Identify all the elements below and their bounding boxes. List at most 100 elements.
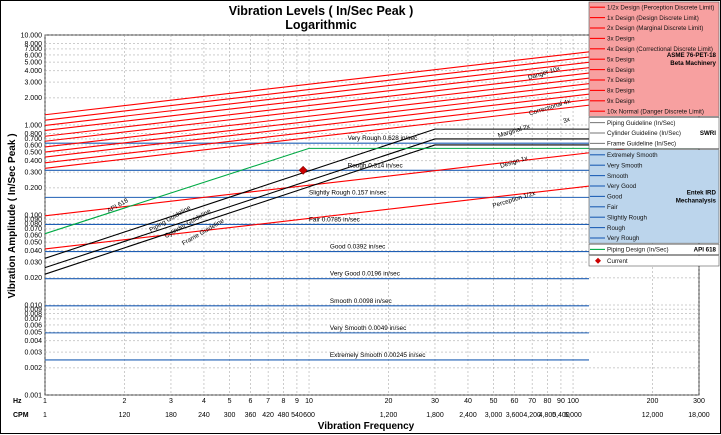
legend-item: Cylinder Guideline (In/Sec) bbox=[607, 130, 681, 137]
y-tick-label: 0.030 bbox=[24, 259, 42, 266]
x-tick-label-hz: 30 bbox=[431, 398, 439, 405]
y-tick-label: 5.000 bbox=[24, 59, 42, 66]
entek-level-label: Fair 0.0785 in/sec bbox=[309, 216, 361, 223]
y-tick-label: 0.200 bbox=[24, 185, 42, 192]
legend-item: 3x Design bbox=[607, 36, 635, 43]
legend-item: Very Good bbox=[607, 183, 637, 190]
entek-level-label: Good 0.0392 in/sec bbox=[330, 244, 386, 251]
y-tick-label: 0.060 bbox=[24, 232, 42, 239]
x-tick-label-cpm: 4,800 bbox=[539, 412, 557, 419]
x-axis-label: Vibration Frequency bbox=[318, 421, 415, 432]
x-tick-label-cpm: 600 bbox=[303, 412, 315, 419]
y-tick-label: 0.500 bbox=[24, 149, 42, 156]
y-tick-label: 0.090 bbox=[24, 216, 42, 223]
legend-item: Current bbox=[607, 258, 628, 265]
y-axis-label: Vibration Amplitude ( In/Sec Peak ) bbox=[7, 133, 18, 298]
x-tick-label-cpm: 240 bbox=[198, 412, 210, 419]
entek-level-label: Very Good 0.0196 in/sec bbox=[330, 271, 401, 278]
x-tick-label-hz: 9 bbox=[295, 398, 299, 405]
x-tick-label-hz: 5 bbox=[228, 398, 232, 405]
x-tick-label-hz: 90 bbox=[557, 398, 565, 405]
x-tick-label-hz: 1 bbox=[43, 398, 47, 405]
x-tick-label-cpm: 120 bbox=[119, 412, 131, 419]
legend-item: 10x Normal (Danger Discrete Limit) bbox=[607, 108, 704, 115]
x-tick-label-hz: 3 bbox=[169, 398, 173, 405]
entek-lines bbox=[45, 142, 589, 361]
y-tick-label: 0.080 bbox=[24, 221, 42, 228]
y-tick-label: 0.006 bbox=[24, 322, 42, 329]
entek-level-label: Very Smooth 0.0049 in/sec bbox=[330, 325, 407, 332]
x-tick-label-hz: 7 bbox=[266, 398, 270, 405]
api618-line bbox=[44, 147, 699, 235]
x-tick-label-hz: 100 bbox=[567, 398, 579, 405]
cpm-row-label: CPM bbox=[13, 412, 29, 419]
x-tick-label-cpm: 540 bbox=[291, 412, 303, 419]
x-tick-label-cpm: 360 bbox=[245, 412, 257, 419]
legend-item: 9x Design bbox=[607, 98, 635, 105]
y-tick-label: 7.000 bbox=[24, 46, 42, 53]
legend-group-title: ASME 76-PET-18 bbox=[667, 52, 717, 59]
x-tick-label-hz: 10 bbox=[305, 398, 313, 405]
current-point-marker bbox=[298, 165, 308, 175]
legend-item: 2x Design (Marginal Discrete Limit) bbox=[607, 25, 703, 32]
x-tick-label-cpm: 420 bbox=[262, 412, 274, 419]
x-tick-label-cpm: 180 bbox=[165, 412, 177, 419]
legend-item: Good bbox=[607, 194, 623, 201]
legend-item: 7x Design bbox=[607, 77, 635, 84]
x-tick-label-cpm: 2,400 bbox=[459, 412, 477, 419]
x-tick-label-cpm: 1,200 bbox=[380, 412, 398, 419]
y-tick-label: 0.003 bbox=[24, 349, 42, 356]
legend-item: Frame Guideline (In/Sec) bbox=[607, 141, 676, 148]
y-tick-label: 0.050 bbox=[24, 239, 42, 246]
entek-level-label: Slightly Rough 0.157 in/sec bbox=[309, 189, 387, 196]
legend-item: Very Smooth bbox=[607, 162, 643, 169]
x-tick-label-cpm: 6,000 bbox=[564, 412, 582, 419]
x-tick-label-hz: 4 bbox=[202, 398, 206, 405]
legend-item: Very Rough bbox=[607, 235, 640, 242]
y-tick-label: 10.000 bbox=[21, 32, 43, 39]
legend-item: 4x Design (Correctional Discrete Limit) bbox=[607, 46, 713, 53]
y-tick-label: 1.000 bbox=[24, 122, 42, 129]
legend-item: Smooth bbox=[607, 173, 629, 180]
y-tick-label: 0.040 bbox=[24, 248, 42, 255]
x-tick-label-hz: 8 bbox=[281, 398, 285, 405]
legend-swatch bbox=[595, 257, 601, 264]
x-tick-label-hz: 80 bbox=[544, 398, 552, 405]
x-tick-label-hz: 50 bbox=[490, 398, 498, 405]
legend: 1/2x Design (Perception Discrete Limit) 1… bbox=[588, 1, 720, 267]
y-tick-label: 0.009 bbox=[24, 306, 42, 313]
x-tick-label-cpm: 1,800 bbox=[426, 412, 444, 419]
y-tick-label: 0.007 bbox=[24, 316, 42, 323]
x-tick-label-hz: 2 bbox=[123, 398, 127, 405]
legend-group-box bbox=[588, 243, 720, 255]
y-tick-label: 0.400 bbox=[24, 158, 42, 165]
entek-level-label: Very Rough 0.628 in/sec bbox=[348, 135, 418, 142]
x-tick-label-hz: 60 bbox=[511, 398, 519, 405]
legend-group-box bbox=[588, 149, 720, 244]
legend-item: Rough bbox=[607, 225, 626, 232]
legend-item: 6x Design bbox=[607, 67, 635, 74]
legend-item: 1/2x Design (Perception Discrete Limit) bbox=[607, 4, 714, 11]
entek-level-label: Extremely Smooth 0.00245 in/sec bbox=[330, 352, 426, 359]
legend-item: Slightly Rough bbox=[607, 214, 647, 221]
y-tick-label: 0.070 bbox=[24, 226, 42, 233]
legend-group-box bbox=[588, 255, 720, 267]
y-tick-label: 8.000 bbox=[24, 41, 42, 48]
legend-item: Piping Design (In/Sec) bbox=[607, 247, 669, 254]
x-tick-label-cpm: 3,600 bbox=[506, 412, 524, 419]
y-tick-label: 0.100 bbox=[24, 212, 42, 219]
line-annotation: 3x bbox=[562, 116, 571, 125]
y-tick-label: 0.800 bbox=[24, 131, 42, 138]
x-tick-label-cpm: 3,000 bbox=[485, 412, 503, 419]
chart-title: Vibration Levels ( In/Sec Peak ) bbox=[229, 4, 414, 18]
y-tick-label: 6.000 bbox=[24, 52, 42, 59]
y-tick-label: 0.002 bbox=[24, 365, 42, 372]
legend-item: 1x Design (Design Discrete Limit) bbox=[607, 15, 699, 22]
x-tick-label-hz: 200 bbox=[647, 398, 659, 405]
x-tick-label-cpm: 5,400 bbox=[552, 412, 570, 419]
legend-item: 5x Design bbox=[607, 56, 635, 63]
y-tick-label: 0.300 bbox=[24, 169, 42, 176]
legend-group-title: Mechanalysis bbox=[676, 197, 717, 204]
